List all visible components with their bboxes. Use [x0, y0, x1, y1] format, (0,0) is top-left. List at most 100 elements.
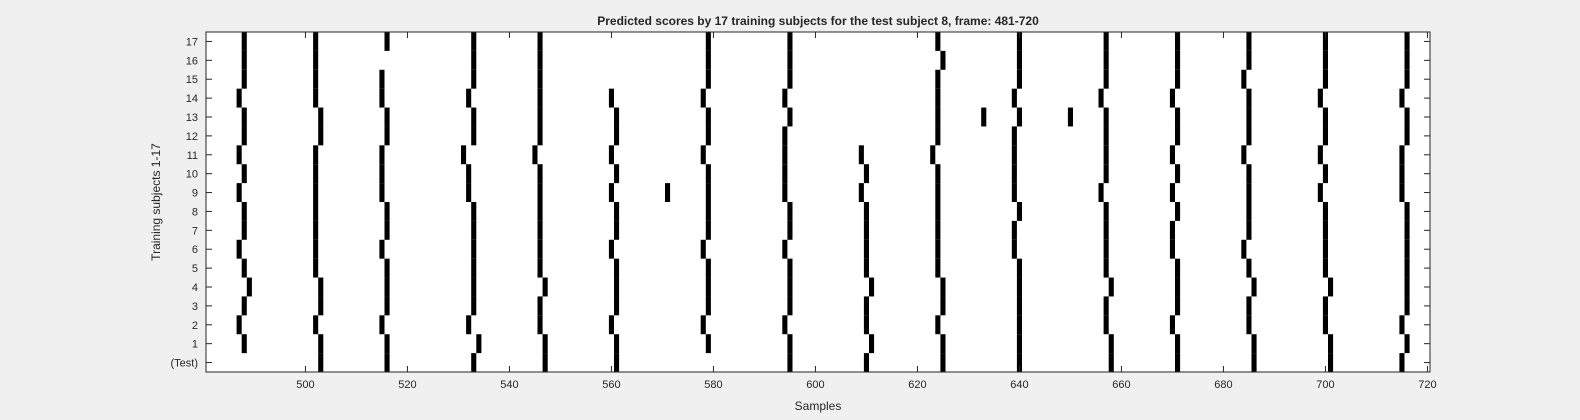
heatmap-cell — [1317, 145, 1323, 165]
heatmap-cell — [313, 202, 319, 221]
heatmap-cell — [246, 277, 252, 297]
heatmap-cell — [236, 88, 242, 108]
heatmap-cell — [1322, 202, 1328, 221]
heatmap-cell — [1404, 107, 1410, 127]
heatmap-cell — [241, 126, 247, 146]
heatmap-cell — [1016, 32, 1022, 51]
heatmap-cell — [379, 239, 385, 259]
heatmap-cell — [1169, 315, 1175, 335]
y-tick-label: 16 — [186, 55, 198, 67]
heatmap-cell — [614, 164, 620, 184]
heatmap-cell — [384, 107, 390, 127]
heatmap-cell — [863, 315, 869, 335]
heatmap-cell — [1241, 145, 1247, 165]
heatmap-cell — [782, 239, 788, 259]
heatmap-cell — [700, 315, 706, 335]
heatmap-cell — [1011, 220, 1017, 240]
heatmap-cell — [313, 32, 319, 51]
heatmap-cell — [1404, 69, 1410, 89]
heatmap-cell — [1108, 353, 1114, 372]
heatmap-cell — [869, 334, 875, 354]
heatmap-cell — [318, 296, 324, 316]
heatmap-cell — [1103, 164, 1109, 184]
heatmap-cell — [471, 239, 477, 259]
heatmap-cell — [1103, 32, 1109, 51]
heatmap-cell — [318, 277, 324, 297]
heatmap-cell — [787, 220, 793, 240]
heatmap-cell — [1169, 88, 1175, 108]
heatmap-cell — [787, 50, 793, 70]
heatmap-cell — [1103, 239, 1109, 259]
heatmap-cell — [700, 239, 706, 259]
heatmap-cell — [1175, 334, 1181, 354]
heatmap-cell — [241, 220, 247, 240]
heatmap-cell — [940, 277, 946, 297]
x-tick-label: 660 — [1112, 379, 1130, 391]
y-tick-label: 10 — [186, 169, 198, 181]
heatmap-cell — [705, 258, 711, 278]
heatmap-cell — [379, 183, 385, 202]
heatmap-cell — [1175, 107, 1181, 127]
heatmap-cell — [537, 50, 543, 70]
heatmap-cell — [1175, 50, 1181, 70]
x-tick-label: 720 — [1418, 379, 1436, 391]
heatmap-cell — [471, 69, 477, 89]
heatmap-cell — [787, 353, 793, 372]
heatmap-cell — [1241, 239, 1247, 259]
heatmap-cell — [614, 277, 620, 297]
heatmap-cell — [1322, 164, 1328, 184]
heatmap-cell — [1322, 220, 1328, 240]
x-tick-label: 600 — [806, 379, 824, 391]
heatmap-cell — [241, 258, 247, 278]
heatmap-cell — [384, 296, 390, 316]
heatmap-cell — [1011, 239, 1017, 259]
heatmap-cell — [313, 315, 319, 335]
heatmap-cell — [863, 164, 869, 184]
heatmap-cell — [705, 69, 711, 89]
heatmap-cell — [461, 145, 467, 165]
heatmap-cell — [1016, 258, 1022, 278]
heatmap-cell — [1098, 88, 1104, 108]
y-tick-label: 4 — [192, 282, 198, 294]
heatmap-cell — [787, 277, 793, 297]
heatmap-cell — [1404, 258, 1410, 278]
heatmap-cell — [1251, 334, 1257, 354]
heatmap-cell — [384, 353, 390, 372]
heatmap-cell — [1404, 50, 1410, 70]
heatmap-cell — [384, 32, 390, 51]
heatmap-cell — [1399, 315, 1405, 335]
heatmap-cell — [1322, 315, 1328, 335]
y-tick-label: 14 — [186, 93, 198, 105]
heatmap-cell — [532, 145, 538, 165]
heatmap-cell — [1016, 315, 1022, 335]
x-tick-label: 700 — [1316, 379, 1334, 391]
heatmap-cell — [1317, 88, 1323, 108]
y-axis-label: Training subjects 1-17 — [149, 143, 163, 261]
heatmap-cell — [1328, 334, 1334, 354]
heatmap-cell — [935, 315, 941, 335]
heatmap-cell — [608, 239, 614, 259]
heatmap-cell — [379, 145, 385, 165]
heatmap-cell — [1011, 164, 1017, 184]
heatmap-cell — [782, 315, 788, 335]
heatmap-cell — [542, 353, 548, 372]
heatmap-cell — [705, 296, 711, 316]
heatmap-cell — [1103, 69, 1109, 89]
heatmap-cell — [537, 220, 543, 240]
heatmap-cell — [1322, 258, 1328, 278]
heatmap-cell — [313, 50, 319, 70]
heatmap-cell — [1175, 202, 1181, 221]
heatmap-cell — [1011, 88, 1017, 108]
heatmap-cell — [1103, 202, 1109, 221]
heatmap-cell — [1246, 164, 1252, 184]
heatmap-cells — [236, 32, 1410, 372]
heatmap-cell — [466, 183, 472, 202]
heatmap-cell — [1322, 69, 1328, 89]
y-axis: 17 16 15 14 13 12 11 10 9 8 7 6 5 4 3 2 1 (Test) — [171, 36, 1430, 370]
heatmap-cell — [1404, 334, 1410, 354]
x-tick-label: 680 — [1214, 379, 1232, 391]
heatmap-cell — [384, 277, 390, 297]
heatmap-cell — [236, 239, 242, 259]
heatmap-cell — [935, 183, 941, 202]
